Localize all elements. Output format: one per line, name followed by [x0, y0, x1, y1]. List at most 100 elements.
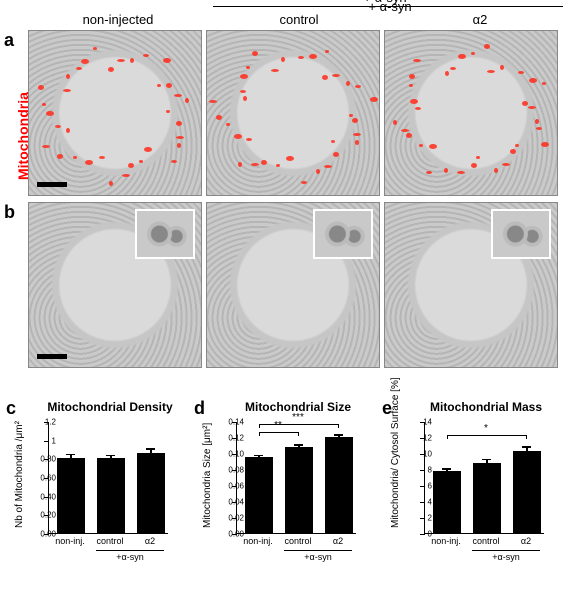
- mito-dot: [130, 58, 134, 63]
- mito-dot: [528, 106, 536, 109]
- ytick-label: 4: [428, 498, 432, 507]
- mito-dot: [500, 65, 504, 70]
- col0-label: non-injected: [58, 12, 178, 27]
- mito-dot: [42, 103, 46, 106]
- mito-dot: [458, 54, 466, 59]
- mito-dot: [261, 160, 267, 165]
- ytick-label: 8: [428, 466, 432, 475]
- mito-dot: [541, 142, 549, 147]
- chart-c-plot: [48, 422, 168, 534]
- mito-dot: [309, 54, 317, 59]
- mito-dot: [176, 121, 182, 126]
- micrograph-grid: a b: [28, 30, 563, 374]
- mito-dot: [73, 156, 77, 159]
- ytick-label: 0.08: [228, 466, 244, 475]
- errorbar: [486, 459, 488, 469]
- ytick-label: 12: [423, 434, 432, 443]
- errorbar: [70, 454, 72, 465]
- bar: [137, 453, 165, 533]
- mito-dot: [494, 168, 498, 173]
- chart-d: d Mitochondrial Size Mitochondria Size […: [194, 400, 366, 586]
- sig-bracket: [259, 424, 339, 425]
- mito-dot: [413, 59, 421, 62]
- mito-dot: [415, 107, 421, 110]
- mito-dot: [286, 156, 294, 161]
- mito-dot: [355, 140, 359, 145]
- ytick-label: 10: [423, 450, 432, 459]
- mito-dot: [122, 174, 130, 177]
- mito-dot: [238, 162, 242, 167]
- row-b: b: [28, 202, 563, 368]
- ytick-label: 1: [52, 436, 56, 445]
- ytick-label: 0.06: [228, 482, 244, 491]
- col1-label: control: [244, 12, 354, 27]
- mito-dot: [234, 134, 242, 139]
- mito-dot: [109, 181, 113, 186]
- mito-dot: [444, 168, 448, 173]
- bar: [285, 447, 313, 533]
- mito-dot: [401, 129, 409, 132]
- mito-dot: [409, 84, 413, 87]
- mito-dot: [349, 114, 353, 117]
- ytick-label: 2: [428, 514, 432, 523]
- xlabel: control: [468, 536, 504, 546]
- mito-dot: [352, 118, 358, 123]
- errorbar: [338, 434, 340, 442]
- mito-dot: [346, 81, 350, 86]
- panel-d-letter: d: [194, 398, 205, 419]
- mito-dot: [484, 44, 490, 49]
- sig-bracket: [259, 432, 299, 433]
- mito-dot: [144, 147, 152, 152]
- mito-dot: [166, 83, 172, 88]
- scalebar-icon: [37, 354, 67, 359]
- mito-dot: [471, 163, 477, 168]
- ytick-label: 0.60: [40, 474, 56, 483]
- chart-e-title: Mitochondrial Mass: [418, 400, 554, 414]
- mito-dot: [99, 156, 105, 159]
- sig-label: *: [484, 423, 488, 434]
- bar: [57, 458, 85, 533]
- chart-e-ylabel: Mitochondria/ Cytosol Surface [%]: [390, 377, 401, 528]
- mito-dot: [216, 115, 222, 120]
- col2-label: α2: [430, 12, 530, 27]
- ytick: [420, 486, 425, 487]
- mito-dot: [331, 140, 335, 143]
- mito-dot: [240, 74, 248, 79]
- bar: [433, 471, 461, 533]
- mito-dot: [128, 163, 134, 168]
- mito-dot: [522, 101, 528, 106]
- header-row: + α-syn non-injected control α2: [0, 2, 567, 30]
- mito-dot: [426, 171, 432, 174]
- figure-root: + α-syn non-injected control α2 + α-syn …: [0, 0, 567, 591]
- mito-dot: [46, 111, 54, 116]
- errorbar: [446, 468, 448, 476]
- mito-dot: [38, 85, 44, 90]
- mito-dot: [171, 160, 177, 163]
- ytick-label: 6: [428, 482, 432, 491]
- chart-d-ylabel: Mitochondria Size [μm²]: [202, 423, 213, 528]
- group-label: +α-syn: [472, 552, 540, 562]
- mito-dot: [240, 90, 246, 93]
- chart-c-title: Mitochondrial Density: [42, 400, 178, 414]
- mito-dot: [177, 143, 181, 148]
- ytick: [420, 518, 425, 519]
- ytick: [420, 502, 425, 503]
- em-a-0: [28, 30, 202, 196]
- mito-dot: [252, 51, 258, 56]
- xlabel: control: [92, 536, 128, 546]
- mito-dot: [243, 96, 247, 101]
- mito-dot: [63, 89, 71, 92]
- em-b-2: [384, 202, 558, 368]
- em-b-0: [28, 202, 202, 368]
- chart-c: c Mitochondrial Density Nb of Mitochondr…: [6, 400, 178, 586]
- mito-dot: [429, 144, 437, 149]
- mito-dot: [157, 84, 161, 87]
- sig-bracket: [447, 435, 527, 436]
- ytick-label: 0.20: [40, 511, 56, 520]
- em-b-1: [206, 202, 380, 368]
- row-a: a: [28, 30, 563, 196]
- mito-dot: [76, 67, 82, 70]
- mito-dot: [325, 50, 329, 53]
- ytick: [420, 470, 425, 471]
- bar: [325, 437, 353, 533]
